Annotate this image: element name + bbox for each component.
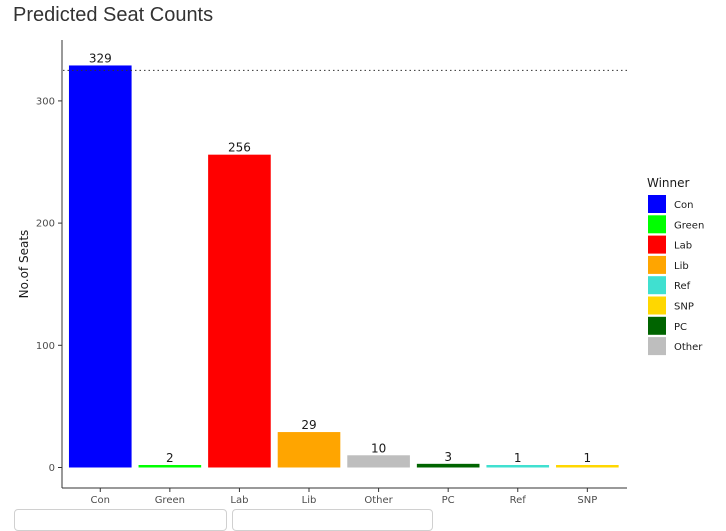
x-tick-label-green: Green (155, 495, 185, 506)
legend-key-snp (648, 296, 666, 315)
data-label-lib: 29 (301, 418, 316, 432)
y-axis-ticks: 0 100 200 300 (36, 96, 62, 474)
legend-label-green: Green (674, 220, 704, 231)
legend-label-lib: Lib (674, 261, 689, 272)
bars-layer (68, 65, 619, 468)
data-label-other: 10 (371, 441, 386, 455)
bar-other (347, 455, 410, 468)
bottom-panel-right[interactable] (232, 509, 433, 531)
legend-key-ref (648, 276, 666, 295)
bottom-panel-left[interactable] (14, 509, 227, 531)
legend-key-green (648, 215, 666, 234)
legend-items: Con Green Lab Lib Ref SNP PC Other (648, 195, 704, 356)
data-label-lab: 256 (228, 141, 251, 155)
y-tick-label: 0 (49, 463, 55, 474)
data-labels-layer: 329 2 256 29 10 3 1 1 (89, 51, 591, 465)
bar-ref (486, 465, 550, 468)
data-label-con: 329 (89, 51, 112, 65)
data-label-snp: 1 (584, 451, 592, 465)
page-title: Predicted Seat Counts (13, 4, 214, 26)
x-tick-label-con: Con (91, 495, 110, 506)
bar-green (138, 465, 202, 468)
bar-con (68, 65, 132, 468)
bar-lab (208, 154, 271, 468)
legend-key-lib (648, 255, 666, 274)
legend-label-pc: PC (674, 322, 687, 333)
x-tick-label-lib: Lib (302, 495, 317, 506)
legend-label-other: Other (674, 342, 703, 353)
y-axis-title: No.of Seats (17, 230, 31, 299)
bar-lib (277, 432, 341, 468)
x-tick-label-ref: Ref (510, 495, 527, 506)
legend-key-lab (648, 235, 666, 254)
legend-key-other (648, 337, 666, 356)
y-tick-label: 300 (36, 96, 55, 107)
data-label-pc: 3 (444, 450, 452, 464)
bar-snp (556, 465, 619, 468)
x-axis-ticks: Con Green Lab Lib Other PC Ref SNP (91, 488, 597, 506)
x-tick-label-snp: SNP (577, 495, 597, 506)
legend: Winner Con Green Lab Lib Ref SNP PC Other (647, 176, 704, 356)
x-tick-label-other: Other (364, 495, 393, 506)
y-tick-label: 200 (36, 219, 55, 230)
seat-count-chart: 329 2 256 29 10 3 1 1 0 100 200 300 Con Green Lab Lib… (17, 40, 704, 506)
x-tick-label-pc: PC (442, 495, 455, 506)
x-tick-label-lab: Lab (230, 495, 248, 506)
legend-label-lab: Lab (674, 241, 692, 252)
y-tick-label: 100 (36, 341, 55, 352)
bar-pc (416, 463, 480, 468)
data-label-ref: 1 (514, 451, 522, 465)
legend-label-snp: SNP (674, 302, 694, 313)
legend-key-pc (648, 316, 666, 335)
data-label-green: 2 (166, 451, 174, 465)
legend-label-con: Con (674, 200, 693, 211)
legend-label-ref: Ref (674, 281, 691, 292)
legend-title: Winner (647, 176, 690, 190)
legend-key-con (648, 195, 666, 213)
